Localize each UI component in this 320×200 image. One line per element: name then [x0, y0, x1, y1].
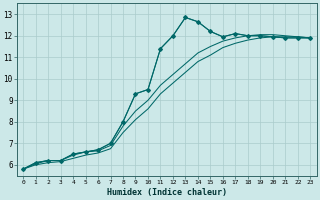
X-axis label: Humidex (Indice chaleur): Humidex (Indice chaleur) [107, 188, 227, 197]
